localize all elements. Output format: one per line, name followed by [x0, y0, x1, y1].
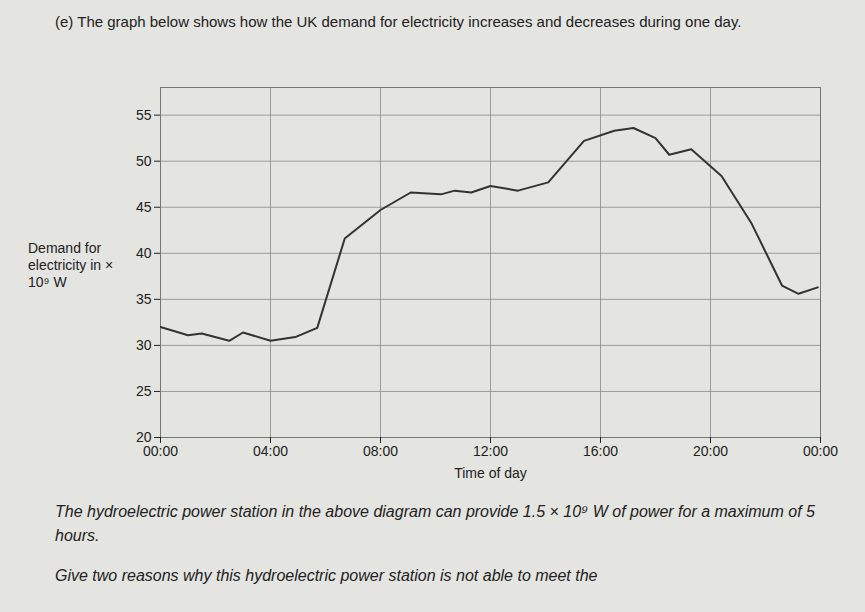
html-text:The hydroelectric power statio: The hydroelectric power station in the a…	[55, 503, 815, 544]
svg-text:40: 40	[136, 245, 152, 261]
svg-text:04:00: 04:00	[253, 443, 288, 459]
svg-text:25: 25	[136, 383, 152, 399]
html-text:Demand for electricity in × 10: Demand for electricity in × 10⁹ W	[28, 240, 114, 290]
svg-text:50: 50	[136, 153, 152, 169]
svg-text:20: 20	[136, 429, 152, 445]
svg-text:Time of day: Time of day	[454, 465, 527, 481]
svg-text:16:00: 16:00	[583, 443, 618, 459]
svg-text:55: 55	[136, 107, 152, 123]
svg-text:00:00: 00:00	[803, 443, 838, 459]
html-text:Give two reasons why this hydr: Give two reasons why this hydroelectric …	[55, 567, 598, 584]
svg-text:30: 30	[136, 337, 152, 353]
svg-text:20:00: 20:00	[693, 443, 728, 459]
html-text:(e) The graph below shows how: (e) The graph below shows how the UK dem…	[55, 13, 742, 30]
svg-text:45: 45	[136, 199, 152, 215]
svg-text:12:00: 12:00	[473, 443, 508, 459]
svg-text:35: 35	[136, 291, 152, 307]
svg-text:08:00: 08:00	[363, 443, 398, 459]
svg-text:00:00: 00:00	[143, 443, 178, 459]
